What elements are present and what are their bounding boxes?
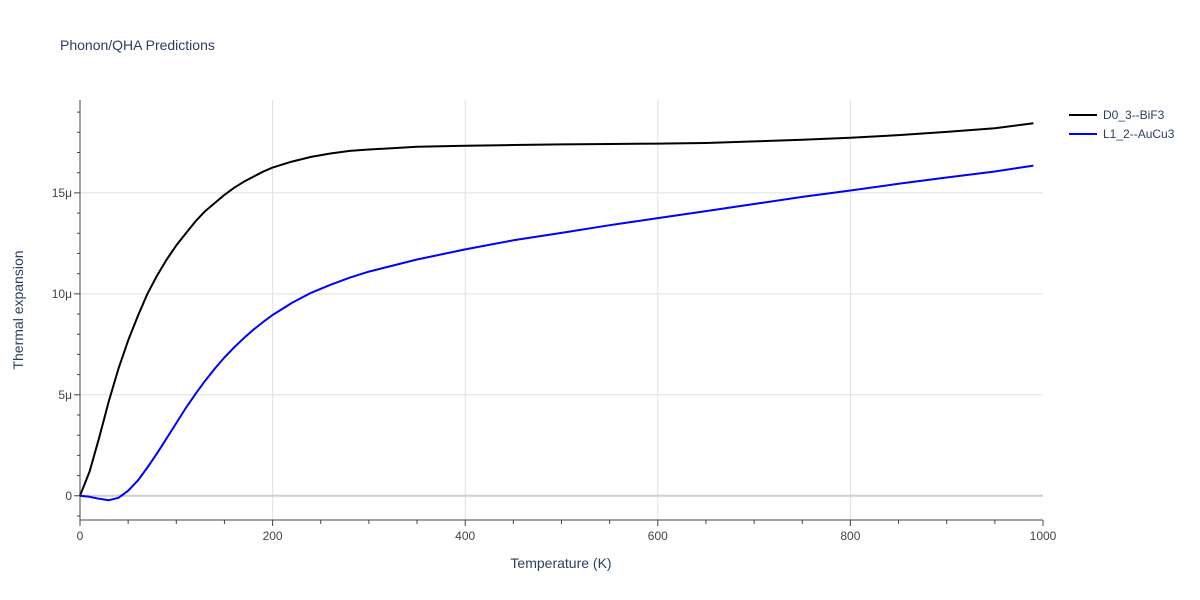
x-tick-label: 600	[648, 529, 668, 543]
y-tick-label: 10μ	[52, 287, 72, 301]
grid	[80, 100, 1043, 520]
y-axis-ticks: 0 5μ 10μ 15μ	[52, 186, 73, 503]
x-tick-label: 200	[263, 529, 283, 543]
x-tick-label: 1000	[1030, 529, 1057, 543]
x-tick-label: 400	[455, 529, 475, 543]
x-axis-ticks: 0 200 400 600 800 1000	[77, 529, 1057, 543]
y-tick-label: 0	[65, 489, 72, 503]
legend-label: L1_2--AuCu3	[1103, 127, 1175, 141]
y-tick-label: 5μ	[58, 388, 72, 402]
chart-title: Phonon/QHA Predictions	[60, 37, 215, 53]
series-line-l1-2-aucu3	[79, 164, 1034, 502]
x-tick-label: 800	[840, 529, 860, 543]
y-axis-title: Thermal expansion	[10, 250, 26, 369]
x-axis-title: Temperature (K)	[510, 555, 611, 571]
series-line-d0-3-bif3	[79, 122, 1034, 497]
legend-label: D0_3--BiF3	[1103, 108, 1165, 122]
y-tick-label: 15μ	[52, 186, 72, 200]
legend: D0_3--BiF3 L1_2--AuCu3	[1069, 108, 1175, 141]
axes	[74, 100, 1044, 526]
x-tick-label: 0	[77, 529, 84, 543]
series-lines	[79, 122, 1034, 502]
